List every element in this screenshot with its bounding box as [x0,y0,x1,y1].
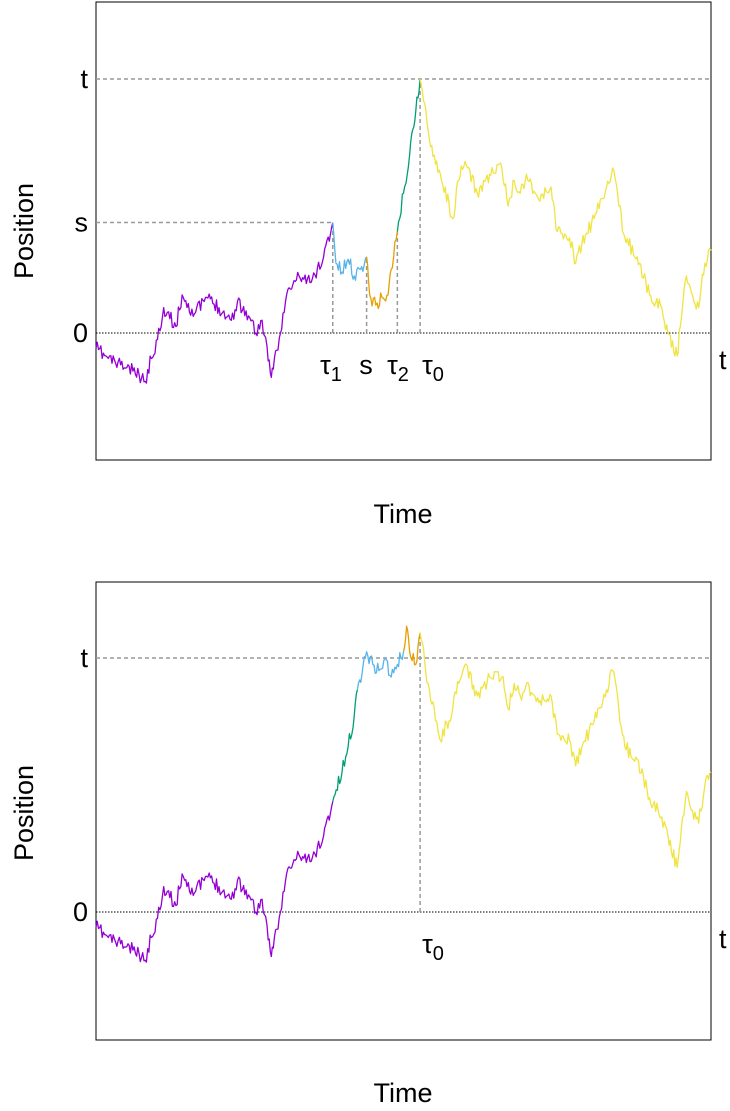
marker-label: τ0 [422,350,444,386]
x-end-label: t [719,924,727,954]
y-axis-label: Position [9,183,39,279]
marker-label: τ2 [387,350,409,386]
plot-frame [95,581,712,1041]
series-line [95,222,334,384]
y-tick-label: t [80,643,88,673]
x-end-label: t [719,345,727,375]
y-tick-label: 0 [73,318,88,348]
series-line [365,231,399,310]
series-line [332,222,368,281]
marker-vertical-lines [332,79,421,333]
marker-label: s [359,350,373,380]
tick-labels: 0 t τ0 t [73,643,727,965]
y-tick-label: 0 [73,897,88,927]
chart-panel-top: 0 s t τ1 s τ2 τ0 t Position Time [9,1,727,529]
series-group [95,625,712,963]
y-tick-label: s [75,208,89,238]
reference-lines [96,657,711,913]
series-line [356,651,405,690]
plot-frame [95,1,712,461]
series-line [419,632,712,869]
series-group [95,78,712,384]
series-line [419,78,712,357]
series-line [95,801,334,963]
chart-panel-bottom: 0 t τ0 t Position Time [9,581,727,1108]
x-axis-label: Time [374,1078,433,1108]
marker-label: τ0 [422,929,444,965]
series-line [402,625,421,666]
y-tick-label: t [80,64,88,94]
tick-labels: 0 s t τ1 s τ2 τ0 t [73,64,727,386]
series-line [396,78,421,232]
reference-lines [96,78,711,334]
y-axis-label: Position [9,765,39,861]
series-line [332,689,359,802]
x-axis-label: Time [374,499,433,529]
marker-label: τ1 [320,350,342,386]
